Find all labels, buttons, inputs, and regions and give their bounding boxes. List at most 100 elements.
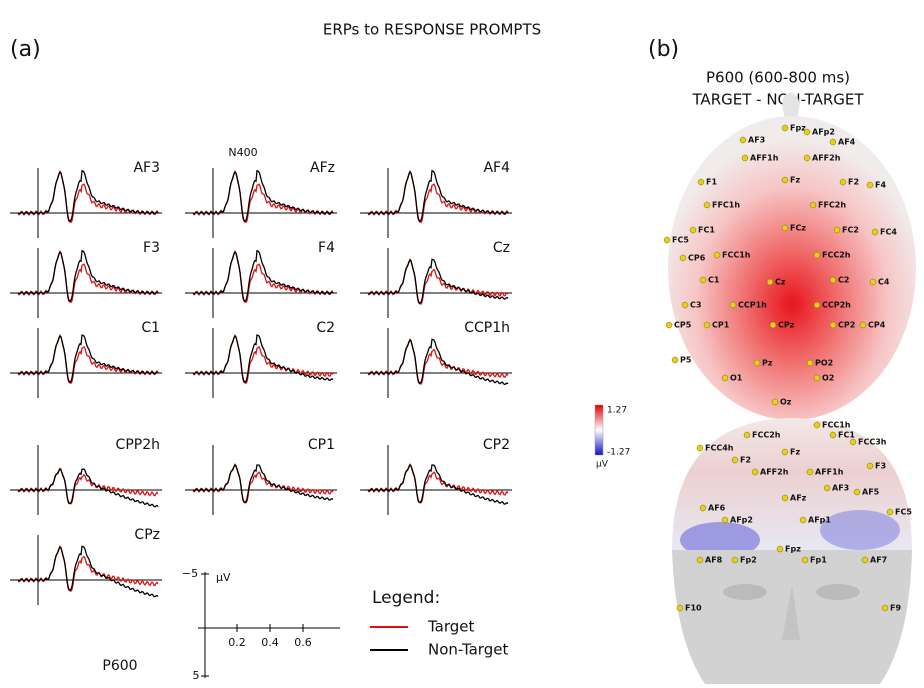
- figure-title: ERPs to RESPONSE PROMPTS: [323, 21, 541, 39]
- colorbar-label: μV: [596, 460, 609, 470]
- scale-label: 0.2: [228, 636, 246, 649]
- plot-label: C2: [316, 320, 335, 336]
- electrode-label: O2: [822, 374, 834, 383]
- electrode-label: AFF2h: [760, 468, 789, 477]
- electrode-dot: [697, 445, 703, 451]
- electrode-label: CP2: [838, 321, 855, 330]
- electrode-label: FC1: [698, 226, 715, 235]
- electrode-label: AF7: [870, 556, 887, 565]
- electrode-label: F4: [875, 181, 886, 190]
- electrode-label: AFp2: [812, 128, 835, 137]
- legend-title: Legend:: [372, 588, 440, 608]
- electrode-label: PO2: [815, 359, 833, 368]
- colorbar-label: -1.27: [607, 448, 630, 458]
- erp-nontarget: [368, 465, 508, 504]
- erp-plots: AF3AFzAF4F3F4CzC1C2CCP1hCPP2hCP1CP2CPz: [10, 160, 512, 605]
- electrode-dot: [854, 489, 860, 495]
- electrode-label: CP4: [868, 321, 886, 330]
- electrode-label: FCC2h: [752, 431, 781, 440]
- electrode-dot: [824, 485, 830, 491]
- electrode-dot: [704, 322, 710, 328]
- plot-label: CP2: [483, 437, 510, 453]
- electrode-dot: [782, 125, 788, 131]
- electrode-label: FCC2h: [822, 251, 851, 260]
- colorbar: [595, 405, 603, 455]
- plot-label: F4: [318, 240, 335, 256]
- electrode-label: FC5: [895, 508, 912, 517]
- electrode-dot: [677, 605, 683, 611]
- plot-label: CPz: [134, 527, 160, 543]
- electrode-label: FCC1h: [722, 251, 751, 260]
- electrode-dot: [782, 495, 788, 501]
- electrode-dot: [814, 375, 820, 381]
- electrode-label: CP5: [674, 321, 692, 330]
- erp-nontarget: [368, 259, 508, 303]
- electrode-dot: [740, 137, 746, 143]
- electrode-dot: [770, 322, 776, 328]
- electrode-dot: [754, 360, 760, 366]
- electrode-dot: [700, 277, 706, 283]
- electrode-dot: [697, 557, 703, 563]
- electrode-label: CP6: [688, 254, 706, 263]
- scale-label: 0.4: [261, 636, 279, 649]
- electrode-label: FCz: [790, 224, 806, 233]
- electrode-label: AF6: [708, 504, 726, 513]
- electrode-label: AF5: [862, 488, 880, 497]
- electrode-label: AFz: [790, 494, 807, 503]
- electrode-label: AF8: [705, 556, 723, 565]
- electrode-dot: [782, 449, 788, 455]
- erp-target: [18, 251, 158, 302]
- electrode-dot: [782, 225, 788, 231]
- legend-label: Non-Target: [428, 641, 508, 659]
- electrode-label: FFC1h: [712, 201, 740, 210]
- electrode-label: CPz: [778, 321, 795, 330]
- electrode-label: C2: [838, 276, 849, 285]
- electrode-label: AFp1: [808, 516, 831, 525]
- electrode-label: F10: [685, 604, 702, 613]
- electrode-dot: [744, 432, 750, 438]
- plot-label: C1: [141, 320, 160, 336]
- electrode-label: FCC1h: [822, 421, 851, 430]
- electrode-dot: [867, 182, 873, 188]
- electrode-label: Pz: [762, 359, 773, 368]
- map-subtitle: TARGET - NON-TARGET: [691, 91, 864, 109]
- electrode-label: FCC4h: [705, 444, 734, 453]
- erp-nontarget: [18, 546, 158, 597]
- plot-label: CPP2h: [116, 437, 160, 453]
- electrode-label: AFF1h: [815, 468, 844, 477]
- electrode-dot: [682, 302, 688, 308]
- electrode-dot: [714, 252, 720, 258]
- electrode-label: C3: [690, 301, 701, 310]
- electrode-dot: [830, 277, 836, 283]
- legend-label: Target: [427, 618, 475, 636]
- scale-label: −5: [182, 567, 198, 580]
- electrode-dot: [804, 129, 810, 135]
- electrode-label: FC4: [880, 228, 897, 237]
- erp-target: [18, 171, 158, 222]
- plot-label: CCP1h: [464, 320, 510, 336]
- electrode-label: F2: [740, 456, 751, 465]
- annotation: P600: [102, 658, 137, 674]
- electrode-label: Fpz: [790, 124, 806, 133]
- electrode-dot: [732, 557, 738, 563]
- electrode-dot: [810, 202, 816, 208]
- erp-target: [193, 171, 333, 222]
- electrode-dot: [814, 302, 820, 308]
- electrode-dot: [690, 227, 696, 233]
- electrode-label: AF3: [748, 136, 765, 145]
- electrode-dot: [814, 252, 820, 258]
- electrode-label: FC1: [838, 431, 855, 440]
- electrode-label: FCC3h: [858, 438, 887, 447]
- colorbar-label: 1.27: [607, 406, 627, 416]
- electrode-dot: [834, 227, 840, 233]
- scale-bar: [198, 572, 340, 678]
- electrode-label: AFF2h: [812, 154, 841, 163]
- electrode-dot: [722, 375, 728, 381]
- erp-target: [18, 546, 158, 591]
- panel-label: (a): [10, 37, 41, 62]
- electrode-label: CP1: [712, 321, 730, 330]
- electrode-dot: [870, 279, 876, 285]
- electrode-dot: [862, 557, 868, 563]
- electrode-label: F1: [706, 178, 717, 187]
- electrode-label: C4: [878, 278, 890, 287]
